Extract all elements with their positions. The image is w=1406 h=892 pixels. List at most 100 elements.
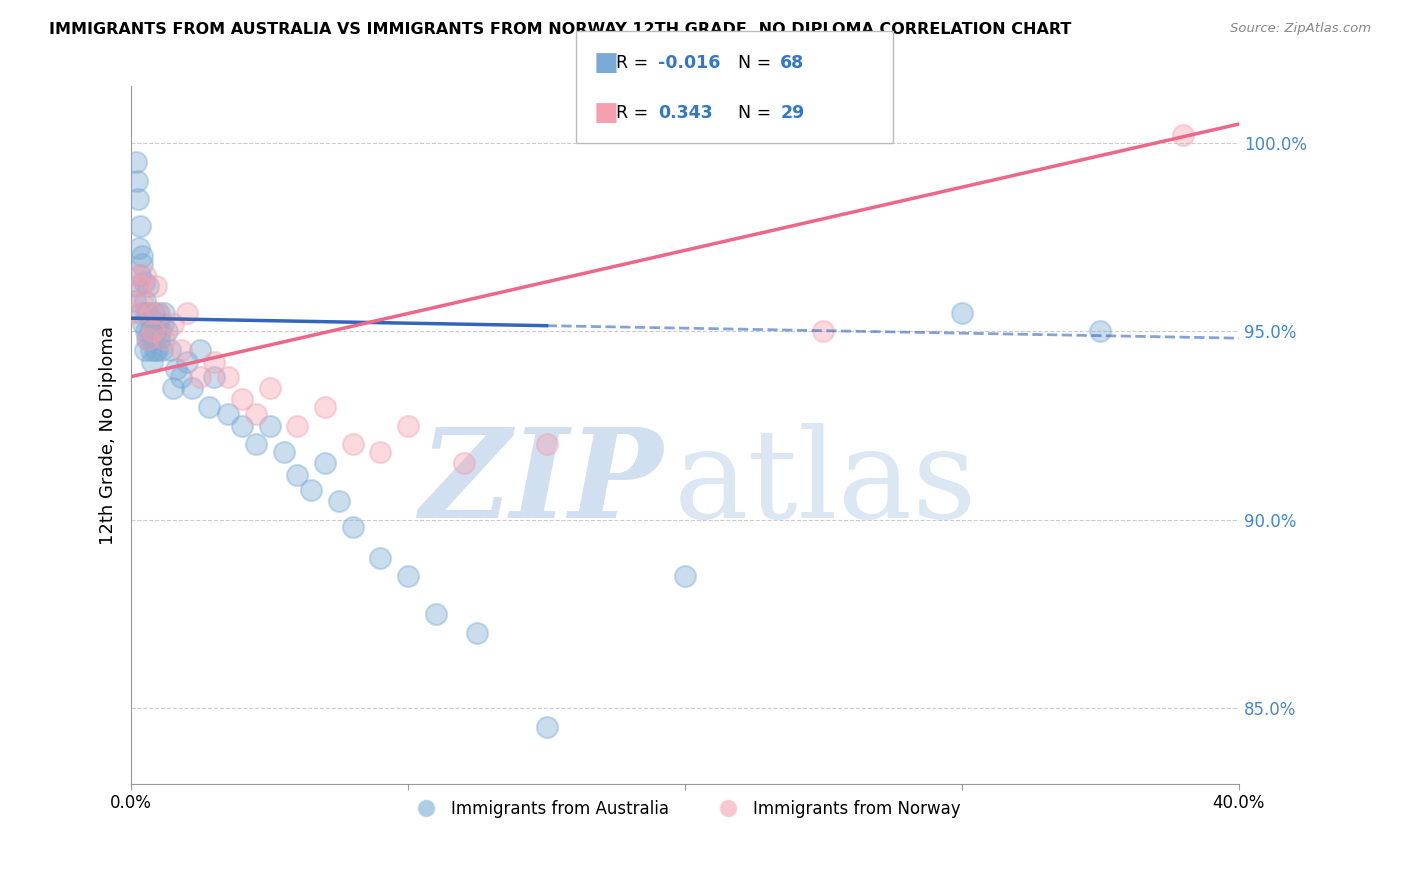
- Point: [176, 354, 198, 368]
- Point: [153, 305, 176, 319]
- Point: [1090, 325, 1112, 339]
- Point: [142, 325, 165, 339]
- Point: [128, 279, 150, 293]
- Point: [138, 332, 160, 346]
- Point: [142, 332, 165, 346]
- Point: [127, 173, 149, 187]
- Text: atlas: atlas: [673, 424, 977, 544]
- Point: [134, 268, 156, 282]
- Point: [950, 305, 973, 319]
- Point: [165, 362, 187, 376]
- Point: [231, 418, 253, 433]
- Point: [162, 381, 184, 395]
- Point: [132, 276, 155, 290]
- Point: [148, 305, 170, 319]
- Point: [162, 317, 184, 331]
- Point: [128, 242, 150, 256]
- Point: [245, 437, 267, 451]
- Point: [156, 325, 179, 339]
- Text: 68: 68: [780, 54, 804, 72]
- Point: [328, 494, 350, 508]
- Point: [125, 279, 148, 293]
- Point: [813, 325, 835, 339]
- Point: [159, 343, 181, 358]
- Point: [131, 256, 153, 270]
- Point: [170, 369, 193, 384]
- Point: [273, 445, 295, 459]
- Point: [134, 294, 156, 309]
- Point: [150, 343, 173, 358]
- Point: [190, 343, 212, 358]
- Point: [148, 332, 170, 346]
- Y-axis label: 12th Grade, No Diploma: 12th Grade, No Diploma: [100, 326, 117, 544]
- Point: [136, 332, 159, 346]
- Point: [139, 325, 162, 339]
- Point: [145, 317, 167, 331]
- Point: [149, 325, 172, 339]
- Point: [202, 354, 225, 368]
- Point: [129, 268, 152, 282]
- Point: [217, 369, 239, 384]
- Point: [176, 305, 198, 319]
- Text: R =: R =: [616, 54, 654, 72]
- Point: [143, 343, 166, 358]
- Point: [136, 332, 159, 346]
- Text: R =: R =: [616, 103, 654, 121]
- Point: [131, 294, 153, 309]
- Text: 29: 29: [780, 103, 804, 121]
- Point: [136, 279, 159, 293]
- Point: [299, 483, 322, 497]
- Point: [128, 219, 150, 233]
- Point: [139, 305, 162, 319]
- Point: [287, 467, 309, 482]
- Point: [141, 343, 163, 358]
- Point: [370, 550, 392, 565]
- Point: [146, 317, 169, 331]
- Point: [536, 720, 558, 734]
- Point: [131, 249, 153, 263]
- Point: [124, 268, 146, 282]
- Point: [152, 317, 174, 331]
- Point: [142, 305, 165, 319]
- Point: [127, 193, 149, 207]
- Point: [145, 279, 167, 293]
- Point: [129, 305, 152, 319]
- Point: [141, 354, 163, 368]
- Point: [142, 325, 165, 339]
- Text: 0.343: 0.343: [658, 103, 713, 121]
- Point: [342, 437, 364, 451]
- Point: [145, 343, 167, 358]
- Point: [425, 607, 447, 621]
- Point: [536, 437, 558, 451]
- Point: [170, 343, 193, 358]
- Point: [139, 313, 162, 327]
- Text: N =: N =: [738, 103, 778, 121]
- Point: [197, 400, 219, 414]
- Point: [287, 418, 309, 433]
- Text: IMMIGRANTS FROM AUSTRALIA VS IMMIGRANTS FROM NORWAY 12TH GRADE, NO DIPLOMA CORRE: IMMIGRANTS FROM AUSTRALIA VS IMMIGRANTS …: [49, 22, 1071, 37]
- Point: [231, 392, 253, 407]
- Point: [396, 418, 419, 433]
- Point: [181, 381, 204, 395]
- Point: [124, 294, 146, 309]
- Point: [370, 445, 392, 459]
- Text: ZIP: ZIP: [419, 423, 662, 545]
- Point: [145, 325, 167, 339]
- Point: [125, 154, 148, 169]
- Point: [259, 418, 281, 433]
- Point: [314, 400, 336, 414]
- Point: [135, 325, 157, 339]
- Point: [190, 369, 212, 384]
- Point: [314, 456, 336, 470]
- Point: [217, 407, 239, 421]
- Point: [125, 305, 148, 319]
- Text: ■: ■: [593, 50, 619, 77]
- Text: -0.016: -0.016: [658, 54, 720, 72]
- Point: [342, 520, 364, 534]
- Point: [259, 381, 281, 395]
- Text: Source: ZipAtlas.com: Source: ZipAtlas.com: [1230, 22, 1371, 36]
- Point: [202, 369, 225, 384]
- Point: [467, 626, 489, 640]
- Point: [135, 305, 157, 319]
- Text: N =: N =: [738, 54, 778, 72]
